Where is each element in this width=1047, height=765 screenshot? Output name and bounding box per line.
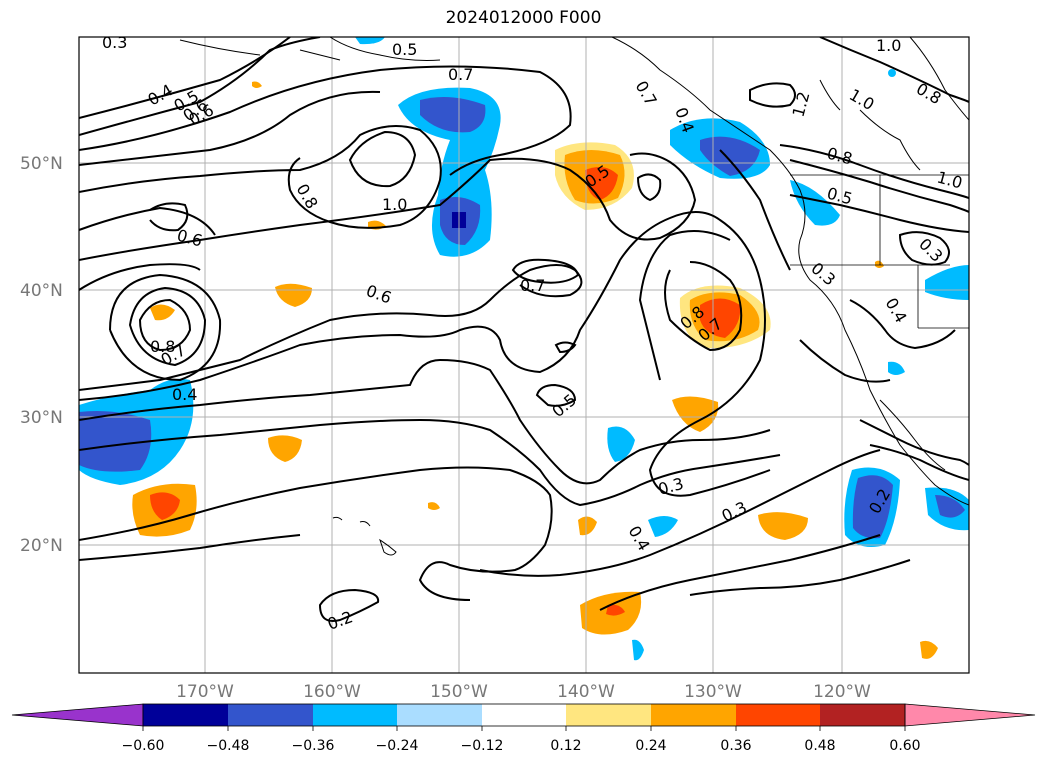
positive-anomaly-patch: [875, 260, 884, 268]
colorbar-tick-label: −0.24: [376, 738, 419, 754]
positive-anomaly-patch: [150, 492, 180, 520]
contour-label: 0.8: [150, 337, 175, 356]
colorbar-segment: [313, 704, 397, 726]
colorbar-tick-label: −0.36: [292, 738, 335, 754]
lon-label: 160°W: [303, 682, 361, 702]
positive-anomaly-patch: [700, 298, 741, 338]
negative-anomaly-patch: [420, 96, 486, 133]
lon-label: 140°W: [557, 682, 615, 702]
negative-anomaly-patch: [648, 516, 678, 537]
contour-label: 0.7: [520, 276, 545, 295]
map-title: 2024012000 F000: [445, 8, 602, 28]
contour-label: 0.7: [448, 65, 473, 84]
contour-label: 0.4: [172, 385, 197, 404]
colorbar-tick-label: −0.12: [461, 738, 504, 754]
coastlines: [179, 37, 969, 556]
lat-label: 30°N: [20, 408, 63, 428]
negative-anomaly-patch: [888, 361, 905, 375]
colorbar-tick-label: −0.48: [207, 738, 250, 754]
colorbar-tick-label: 0.36: [720, 738, 751, 754]
positive-anomaly-patch: [252, 81, 262, 88]
political-borders: [790, 174, 969, 329]
longitude-labels: 170°W 160°W 150°W 140°W 130°W 120°W: [176, 682, 871, 702]
colorbar-segment: [651, 704, 736, 726]
lat-label: 50°N: [20, 154, 63, 174]
contour-label: 0.3: [102, 33, 127, 52]
positive-anomaly-patch: [920, 640, 938, 659]
contour-label: 1.0: [876, 36, 901, 55]
colorbar-tick-label: 0.60: [889, 738, 920, 754]
plot-area: 0.3 0.5 0.6 0.4 0.5 0.6 0.7 0.8 1.0 0.6 …: [79, 33, 969, 673]
colorbar-segment: [397, 704, 482, 726]
positive-anomaly-patch: [606, 604, 625, 616]
lon-label: 150°W: [430, 682, 488, 702]
colorbar-segment: [143, 704, 228, 726]
negative-anomaly-patch: [700, 136, 760, 176]
lon-label: 130°W: [684, 682, 742, 702]
negative-anomaly-patch: [607, 426, 635, 462]
colorbar-segment: [736, 704, 820, 726]
positive-anomaly-patch: [578, 516, 597, 536]
negative-anomaly-patch: [790, 180, 840, 226]
positive-anomaly-patch: [428, 502, 440, 510]
negative-anomaly-patch: [79, 411, 152, 472]
colorbar: −0.60 −0.48 −0.36 −0.24 −0.12 0.12 0.24 …: [11, 703, 1036, 754]
colorbar-segment: [228, 704, 313, 726]
colorbar-tick-label: 0.24: [635, 738, 666, 754]
negative-anomaly-patch: [852, 475, 893, 539]
lat-label: 20°N: [20, 536, 63, 556]
colorbar-tick-label: −0.60: [122, 738, 165, 754]
contour-label: 0.5: [392, 40, 417, 59]
colorbar-segment: [820, 704, 905, 726]
lon-label: 120°W: [813, 682, 871, 702]
negative-anomaly-patch: [355, 37, 385, 45]
plot-frame: [78, 36, 970, 674]
lon-label: 170°W: [176, 682, 234, 702]
contour-label: 1.0: [382, 195, 407, 214]
latitude-labels: 50°N 40°N 30°N 20°N: [20, 154, 63, 556]
negative-anomaly-patch: [888, 69, 896, 77]
lat-label: 40°N: [20, 281, 63, 301]
positive-anomaly-patch: [672, 396, 719, 432]
positive-anomaly-patch: [150, 304, 175, 321]
colorbar-segment: [482, 704, 566, 726]
colorbar-tick-label: 0.12: [550, 738, 581, 754]
contour-lines: [79, 37, 969, 622]
colorbar-tick-label: 0.48: [804, 738, 835, 754]
colorbar-extend-high: [904, 703, 1036, 727]
colorbar-segment: [566, 704, 651, 726]
negative-anomaly-patch: [925, 265, 969, 300]
negative-anomaly-patch: [935, 495, 965, 518]
colorbar-extend-low: [11, 703, 144, 727]
positive-anomaly-patch: [758, 512, 808, 540]
negative-anomaly-patch: [632, 639, 644, 661]
positive-anomaly-patch: [268, 435, 302, 462]
